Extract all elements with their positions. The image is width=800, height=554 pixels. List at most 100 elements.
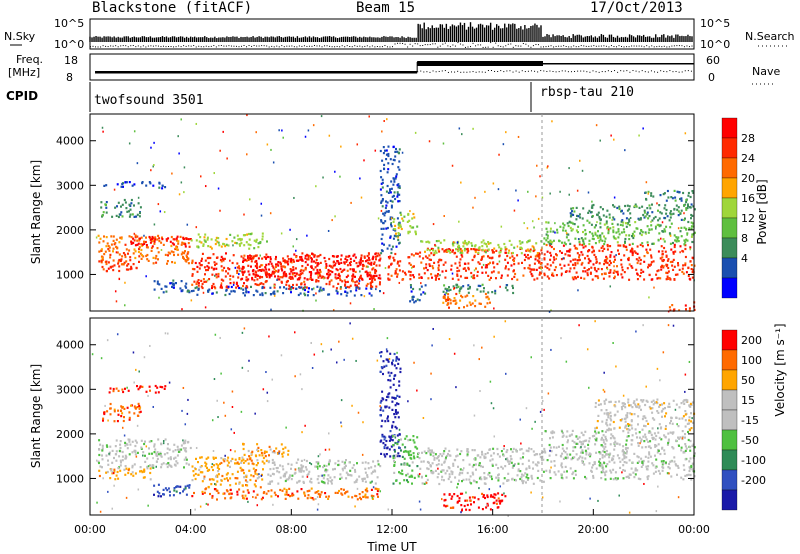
nave-dot bbox=[623, 70, 625, 72]
heatmap-cell bbox=[394, 252, 397, 256]
heatmap-cell bbox=[244, 479, 247, 482]
heatmap-cell bbox=[371, 277, 374, 280]
heatmap-cell bbox=[258, 269, 261, 272]
heatmap-cell bbox=[356, 284, 358, 287]
heatmap-cell bbox=[482, 495, 485, 498]
heatmap-cell bbox=[119, 259, 122, 263]
heatmap-cell bbox=[242, 257, 245, 260]
heatmap-cell bbox=[188, 484, 191, 487]
heatmap-cell bbox=[171, 283, 174, 286]
heatmap-cell bbox=[168, 464, 171, 467]
nave-dot bbox=[454, 71, 456, 73]
heatmap-cell bbox=[269, 293, 272, 296]
heatmap-cell bbox=[336, 255, 339, 258]
heatmap-cell bbox=[177, 242, 180, 245]
heatmap-cell bbox=[187, 238, 190, 241]
heatmap-cell bbox=[173, 487, 176, 490]
heatmap-cell bbox=[398, 200, 401, 203]
heatmap-cell bbox=[675, 204, 678, 207]
heatmap-cell bbox=[215, 267, 218, 270]
heatmap-cell bbox=[152, 165, 154, 168]
heatmap-cell bbox=[389, 455, 392, 458]
heatmap-cell bbox=[322, 466, 325, 469]
colorbar-swatch bbox=[721, 217, 738, 239]
heatmap-cell bbox=[122, 419, 125, 423]
noise-search-dot bbox=[127, 46, 129, 48]
heatmap-cell bbox=[200, 456, 203, 459]
heatmap-cell bbox=[454, 302, 457, 305]
heatmap-cell bbox=[138, 260, 140, 263]
noise-search-dot bbox=[603, 45, 605, 47]
heatmap-cell bbox=[576, 252, 579, 255]
heatmap-cell bbox=[387, 393, 390, 396]
heatmap-cell bbox=[293, 272, 296, 275]
heatmap-cell bbox=[251, 278, 254, 281]
heatmap-cell bbox=[685, 208, 688, 211]
heatmap-cell bbox=[646, 241, 649, 244]
heatmap-cell bbox=[370, 494, 373, 497]
heatmap-cell bbox=[410, 453, 413, 456]
heatmap-cell bbox=[460, 287, 463, 290]
noise-search-dot bbox=[160, 46, 162, 48]
cpid-label: CPID bbox=[6, 89, 38, 103]
heatmap-cell bbox=[150, 440, 153, 443]
heatmap-cell bbox=[541, 196, 544, 199]
heatmap-cell bbox=[103, 412, 106, 416]
heatmap-cell bbox=[588, 239, 591, 242]
heatmap-cell bbox=[686, 233, 688, 236]
heatmap-cell bbox=[240, 242, 243, 245]
heatmap-cell bbox=[346, 259, 349, 262]
heatmap-cell bbox=[143, 242, 146, 245]
heatmap-cell bbox=[344, 464, 347, 467]
heatmap-cell bbox=[130, 267, 133, 270]
heatmap-cell bbox=[107, 459, 109, 462]
heatmap-cell bbox=[313, 260, 315, 263]
heatmap-cell bbox=[277, 269, 280, 272]
heatmap-cell bbox=[198, 267, 201, 270]
heatmap-cell bbox=[269, 260, 272, 263]
heatmap-cell bbox=[176, 239, 178, 242]
heatmap-cell bbox=[99, 465, 102, 468]
heatmap-cell bbox=[320, 480, 323, 483]
heatmap-cell bbox=[441, 454, 444, 458]
heatmap-cell bbox=[146, 258, 149, 261]
heatmap-cell bbox=[433, 251, 436, 255]
heatmap-cell bbox=[291, 492, 294, 495]
noise-search-dot bbox=[389, 46, 391, 48]
heatmap-cell bbox=[536, 476, 539, 480]
heatmap-cell bbox=[368, 253, 370, 256]
heatmap-cell bbox=[425, 452, 428, 455]
heatmap-cell bbox=[332, 285, 335, 288]
heatmap-cell bbox=[636, 261, 639, 265]
heatmap-cell bbox=[148, 385, 151, 388]
heatmap-cell bbox=[375, 285, 378, 288]
heatmap-cell bbox=[587, 261, 590, 265]
heatmap-cell bbox=[257, 446, 260, 449]
heatmap-cell bbox=[293, 253, 296, 256]
heatmap-cell bbox=[427, 447, 430, 450]
heatmap-cell bbox=[453, 493, 456, 496]
heatmap-cell bbox=[397, 260, 399, 263]
heatmap-cell bbox=[459, 251, 462, 254]
heatmap-cell bbox=[304, 261, 307, 264]
nave-dot bbox=[530, 70, 532, 72]
heatmap-cell bbox=[165, 239, 168, 242]
heatmap-cell bbox=[176, 485, 179, 488]
heatmap-cell bbox=[115, 300, 118, 303]
heatmap-cell bbox=[689, 457, 692, 460]
heatmap-cell bbox=[345, 459, 347, 462]
heatmap-cell bbox=[344, 283, 347, 286]
nave-dot bbox=[466, 71, 468, 73]
heatmap-cell bbox=[150, 240, 153, 243]
heatmap-cell bbox=[269, 468, 272, 471]
heatmap-cell bbox=[236, 284, 239, 288]
heatmap-cell bbox=[346, 264, 349, 267]
heatmap-cell bbox=[551, 272, 554, 275]
heatmap-cell bbox=[353, 481, 356, 484]
heatmap-cell bbox=[651, 219, 654, 222]
heatmap-cell bbox=[367, 265, 369, 268]
heatmap-cell bbox=[506, 289, 509, 292]
heatmap-cell bbox=[215, 475, 217, 478]
heatmap-cell bbox=[270, 262, 273, 265]
heatmap-cell bbox=[690, 268, 693, 271]
